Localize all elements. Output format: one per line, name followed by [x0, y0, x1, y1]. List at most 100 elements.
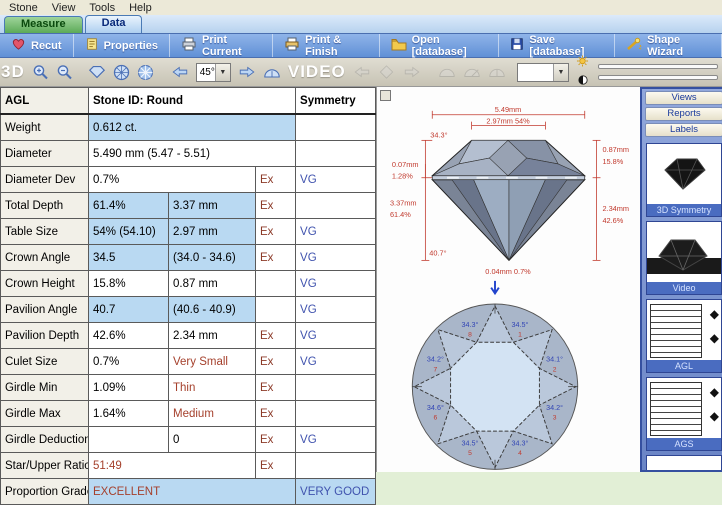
recut-button[interactable]: Recut [0, 34, 74, 57]
cell[interactable]: Ex [256, 349, 296, 375]
cell[interactable]: Ex [256, 245, 296, 271]
table-row[interactable]: Girdle Deduction0ExVG [1, 427, 376, 453]
cell[interactable]: VG [296, 427, 376, 453]
cell[interactable]: Ex [256, 323, 296, 349]
table-row[interactable]: Total Depth61.4%3.37 mmEx [1, 193, 376, 219]
cell[interactable]: Very Small [169, 349, 256, 375]
cell[interactable] [296, 375, 376, 401]
cell[interactable]: Ex [256, 401, 296, 427]
table-row[interactable]: Girdle Max1.64%MediumEx [1, 401, 376, 427]
cell[interactable]: VG [296, 245, 376, 271]
menu-tools[interactable]: Tools [82, 2, 122, 14]
cell[interactable]: 0.7% [89, 349, 169, 375]
print-finish-button[interactable]: Print & Finish [273, 34, 379, 57]
cell[interactable]: 1.09% [89, 375, 169, 401]
cell[interactable]: VERY GOOD [296, 479, 376, 505]
thumbnail-3d-symmetry[interactable]: 3D Symmetry [646, 143, 722, 217]
cell[interactable] [296, 114, 376, 141]
cell[interactable]: Ex [256, 167, 296, 193]
cell[interactable]: 42.6% [89, 323, 169, 349]
table-row[interactable]: Crown Angle34.5(34.0 - 34.6)ExVG [1, 245, 376, 271]
facet-pattern-icon[interactable] [137, 63, 154, 81]
table-row[interactable]: Pavilion Angle40.7(40.6 - 40.9)VG [1, 297, 376, 323]
cell[interactable]: (40.6 - 40.9) [169, 297, 256, 323]
cell[interactable]: 54% (54.10) [89, 219, 169, 245]
open-database-button[interactable]: Open [database] [380, 34, 500, 57]
cell[interactable]: 0.87 mm [169, 271, 256, 297]
menu-view[interactable]: View [45, 2, 83, 14]
sun-brightness-icon[interactable] [576, 54, 589, 72]
cell[interactable]: 51:49 [89, 453, 256, 479]
cell[interactable]: VG [296, 271, 376, 297]
shape-wizard-button[interactable]: Shape Wizard [615, 34, 722, 57]
cell[interactable]: 2.34 mm [169, 323, 256, 349]
thumbnail-video[interactable]: Video [646, 221, 722, 295]
cell[interactable]: VG [296, 349, 376, 375]
rotate-right-arrow-icon[interactable] [238, 63, 256, 81]
table-row[interactable]: Girdle Min1.09%ThinEx [1, 375, 376, 401]
cell[interactable]: 0.7% [89, 167, 256, 193]
diamond-side-view-icon[interactable] [88, 63, 106, 81]
cell[interactable]: VG [296, 323, 376, 349]
cell[interactable]: 0 [169, 427, 256, 453]
cell[interactable] [296, 453, 376, 479]
3d-mode-label[interactable]: 3D [1, 62, 25, 82]
cell[interactable]: EXCELLENT [89, 479, 296, 505]
zoom-out-icon[interactable] [56, 63, 73, 81]
cell[interactable]: VG [296, 297, 376, 323]
cell[interactable]: 2.97 mm [169, 219, 256, 245]
cell[interactable]: (34.0 - 34.6) [169, 245, 256, 271]
zoom-in-icon[interactable] [32, 63, 49, 81]
angle-step-dropdown[interactable]: 45° ▼ [196, 63, 231, 82]
cell[interactable]: Thin [169, 375, 256, 401]
table-row[interactable]: Culet Size0.7%Very SmallExVG [1, 349, 376, 375]
save-database-button[interactable]: Save [database] [499, 34, 615, 57]
thumbnail-ags[interactable]: ◆ ◆ AGS [646, 377, 722, 451]
rotate-left-arrow-icon[interactable] [171, 63, 189, 81]
cell[interactable] [256, 297, 296, 323]
cell[interactable]: Ex [256, 453, 296, 479]
table-row[interactable]: Crown Height15.8%0.87 mmVG [1, 271, 376, 297]
cell[interactable]: 15.8% [89, 271, 169, 297]
table-row[interactable]: Pavilion Depth42.6%2.34 mmExVG [1, 323, 376, 349]
video-source-dropdown[interactable]: ▼ [517, 63, 569, 82]
cell[interactable]: Ex [256, 375, 296, 401]
cell[interactable]: VG [296, 167, 376, 193]
cell[interactable]: Ex [256, 427, 296, 453]
print-current-button[interactable]: Print Current [170, 34, 273, 57]
views-button[interactable]: Views [645, 91, 722, 105]
table-row[interactable]: Weight0.612 ct. [1, 114, 376, 141]
table-row[interactable]: Diameter Dev0.7%ExVG [1, 167, 376, 193]
cell[interactable] [296, 141, 376, 167]
menu-help[interactable]: Help [122, 2, 159, 14]
cell[interactable]: 5.490 mm (5.47 - 5.51) [89, 141, 296, 167]
table-row[interactable]: Proportion GradeEXCELLENTVERY GOOD [1, 479, 376, 505]
cell[interactable]: VG [296, 219, 376, 245]
cell[interactable]: 61.4% [89, 193, 169, 219]
thumbnail-partial[interactable] [646, 455, 722, 472]
cell[interactable]: 0.612 ct. [89, 114, 296, 141]
cell[interactable]: Ex [256, 193, 296, 219]
cell[interactable] [296, 193, 376, 219]
menu-stone[interactable]: Stone [2, 2, 45, 14]
labels-button[interactable]: Labels [645, 123, 722, 137]
cell[interactable] [296, 401, 376, 427]
tab-measure[interactable]: Measure [4, 16, 83, 33]
protractor-icon[interactable] [263, 63, 281, 81]
cell[interactable] [89, 427, 169, 453]
reports-button[interactable]: Reports [645, 107, 722, 121]
cell[interactable]: 34.5 [89, 245, 169, 271]
thumbnail-agl[interactable]: ◆ ◆ AGL [646, 299, 722, 373]
cell[interactable]: 3.37 mm [169, 193, 256, 219]
properties-button[interactable]: Properties [74, 34, 170, 57]
table-row[interactable]: Diameter5.490 mm (5.47 - 5.51) [1, 141, 376, 167]
tab-data[interactable]: Data [85, 15, 143, 33]
contrast-slider[interactable] [598, 75, 718, 80]
brightness-slider[interactable] [598, 64, 718, 69]
cell[interactable]: 1.64% [89, 401, 169, 427]
table-row[interactable]: Star/Upper Ratio51:49Ex [1, 453, 376, 479]
cell[interactable] [256, 271, 296, 297]
table-row[interactable]: Table Size54% (54.10)2.97 mmExVG [1, 219, 376, 245]
video-mode-label[interactable]: VIDEO [288, 62, 346, 82]
cell[interactable]: 40.7 [89, 297, 169, 323]
